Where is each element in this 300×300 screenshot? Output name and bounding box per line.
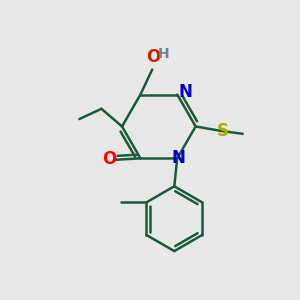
Text: O: O (102, 150, 116, 168)
Text: N: N (178, 83, 192, 101)
Text: H: H (158, 47, 169, 61)
Text: S: S (216, 122, 228, 140)
Text: O: O (147, 48, 161, 66)
Text: N: N (172, 149, 186, 167)
